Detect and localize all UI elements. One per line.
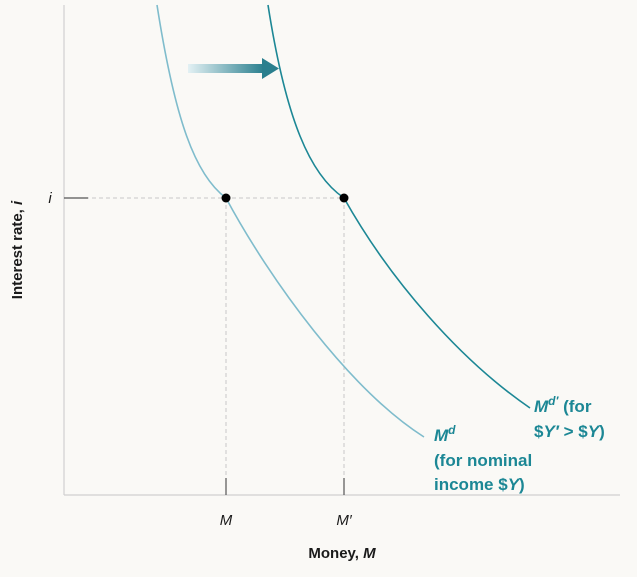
x-axis-label: Money, M: [308, 545, 376, 562]
x-tick-label-m-prime: M′: [336, 512, 352, 529]
svg-text:Md: Md: [434, 423, 456, 445]
point-md-prime: [339, 193, 349, 203]
curve-md-prime: [267, 4, 531, 409]
curve-md: [156, 4, 425, 438]
point-md: [221, 193, 231, 203]
y-tick-label: i: [48, 190, 52, 207]
svg-text:Md′ (for: Md′ (for: [534, 394, 592, 416]
curve-md-label: Md (for nominal income $Y): [434, 423, 532, 494]
svg-text:(for nominal: (for nominal: [434, 451, 532, 470]
curve-md-prime-label: Md′ (for $Y′ > $Y): [534, 394, 605, 441]
y-axis-label: Interest rate, i: [9, 200, 26, 299]
svg-text:income $Y): income $Y): [434, 475, 525, 494]
shift-arrow: [188, 58, 279, 79]
x-tick-label-m: M: [220, 512, 233, 529]
svg-text:$Y′ > $Y): $Y′ > $Y): [534, 422, 605, 441]
